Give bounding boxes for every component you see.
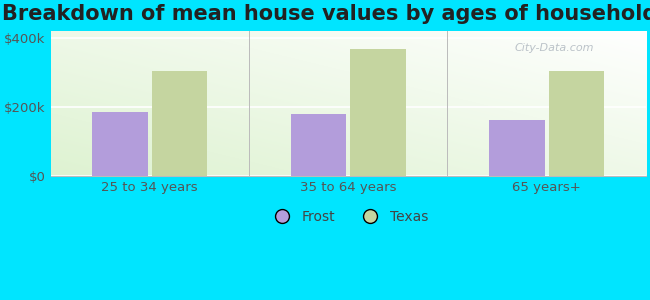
Bar — [291, 114, 346, 176]
Bar — [151, 71, 207, 176]
Bar — [350, 49, 406, 176]
Bar — [549, 71, 604, 176]
Text: City-Data.com: City-Data.com — [515, 43, 594, 53]
Legend: Frost, Texas: Frost, Texas — [263, 204, 434, 230]
Bar — [92, 112, 148, 176]
Title: Breakdown of mean house values by ages of householders: Breakdown of mean house values by ages o… — [2, 4, 650, 24]
Bar — [489, 120, 545, 176]
